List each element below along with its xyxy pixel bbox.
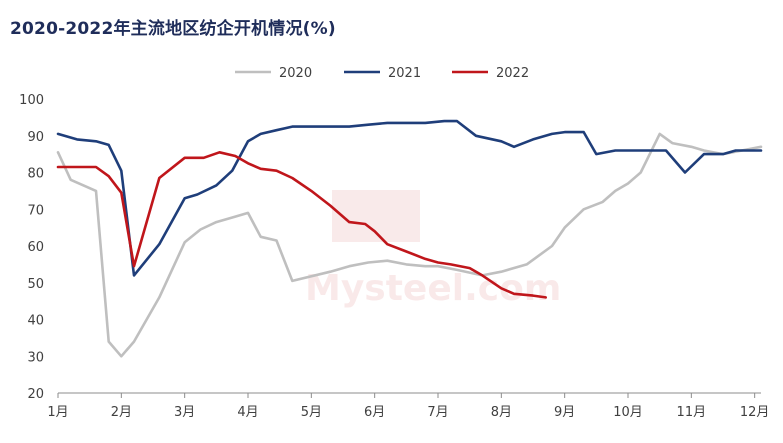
legend-label-2021: 2021 — [388, 66, 421, 81]
legend-label-2020: 2020 — [279, 66, 312, 81]
y-tick-label: 20 — [27, 387, 44, 402]
y-tick-label: 100 — [19, 93, 44, 108]
x-tick-label: 2月 — [111, 405, 132, 420]
x-tick-label: 5月 — [301, 405, 322, 420]
mysteel-watermark-logo: Mysteel.com — [305, 190, 561, 309]
y-tick-label: 50 — [27, 277, 44, 292]
y-tick-label: 90 — [27, 130, 44, 145]
y-tick-label: 60 — [27, 240, 44, 255]
svg-text:Mysteel.com: Mysteel.com — [305, 268, 561, 309]
legend-label-2022: 2022 — [496, 66, 529, 81]
x-tick-label: 10月 — [613, 405, 643, 420]
y-tick-label: 40 — [27, 314, 44, 329]
series-line-2021 — [56, 119, 763, 277]
x-tick-label: 6月 — [364, 405, 385, 420]
x-tick-label: 3月 — [174, 405, 195, 420]
y-tick-label: 70 — [27, 203, 44, 218]
x-tick-label: 9月 — [554, 405, 575, 420]
x-tick-label: 12月 — [740, 405, 770, 420]
series-line-2020 — [56, 132, 763, 358]
x-tick-label: 1月 — [47, 405, 68, 420]
y-tick-label: 80 — [27, 167, 44, 182]
y-tick-label: 30 — [27, 350, 44, 365]
chart-title: 2020-2022年主流地区纺企开机情况(%) — [10, 19, 336, 39]
x-tick-label: 4月 — [237, 405, 258, 420]
series-line-2022 — [56, 151, 548, 299]
x-tick-label: 11月 — [677, 405, 707, 420]
x-tick-label: 8月 — [491, 405, 512, 420]
x-tick-label: 7月 — [427, 405, 448, 420]
